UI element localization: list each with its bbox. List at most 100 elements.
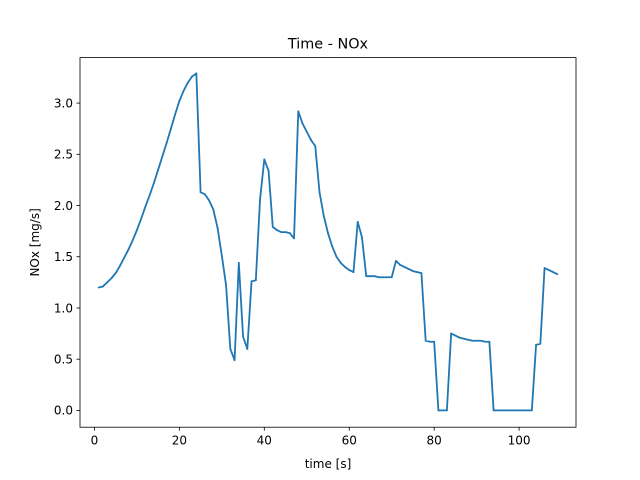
data-point [165,142,168,144]
data-point [208,199,211,202]
data-point [352,271,355,274]
data-point [186,81,189,84]
data-point [119,265,121,267]
data-point [429,340,431,343]
data-point [263,158,266,161]
data-point [127,248,130,251]
data-point [288,232,291,235]
data-point [267,169,270,172]
data-point [195,72,198,75]
data-point [479,339,482,342]
data-point [552,271,554,274]
data-point [475,339,478,342]
data-point [114,272,117,275]
data-point [535,343,537,346]
data-point [182,89,185,92]
data-point [424,339,427,342]
data-point [110,277,113,280]
data-point [437,409,440,412]
data-point [450,332,453,335]
y-tick-label: 0.5 [54,352,73,366]
data-point [297,110,300,113]
data-point [446,409,448,412]
data-point [322,214,325,217]
data-point [390,276,393,279]
data-point [547,269,550,271]
data-point [123,256,126,259]
data-point [216,227,219,229]
data-point [203,193,206,196]
data-point [365,275,368,278]
data-point [131,239,134,242]
data-point [276,229,278,232]
data-point [106,281,109,284]
x-tick-label: 20 [172,434,187,448]
data-point [522,409,525,412]
data-point [505,409,508,412]
data-point [356,221,359,223]
data-point [420,272,423,275]
x-tick-label: 0 [91,434,99,448]
data-point [237,261,240,264]
data-point [250,280,253,283]
data-point [271,226,274,228]
data-point [246,348,249,350]
data-point [178,100,181,102]
y-tick-label: 1.0 [54,301,73,315]
data-point [318,191,321,194]
data-point [136,229,138,232]
data-point [458,336,461,339]
data-point [361,236,363,239]
data-point [433,340,436,343]
data-point [233,359,236,362]
data-point [310,139,312,141]
data-point [301,122,304,125]
x-tick-label: 40 [257,434,272,448]
x-axis-title: time [s] [305,457,352,471]
data-point [327,232,329,235]
data-point [369,275,372,278]
data-point [314,145,317,148]
y-tick-label: 0.0 [54,404,73,418]
data-point [212,208,215,211]
data-point [140,217,143,220]
data-point [407,268,410,270]
data-point [488,340,491,343]
data-point [157,168,160,171]
data-point [242,335,244,338]
data-point [152,182,155,184]
data-point [191,75,194,78]
y-axis-title: NOx [mg/s] [28,208,42,276]
data-point [254,279,257,282]
data-point [339,261,342,264]
data-point [416,271,419,274]
data-point [331,245,334,248]
data-point [280,231,283,234]
data-point [148,194,151,197]
data-point [471,339,474,342]
y-tick-label: 3.0 [54,96,73,110]
data-point [305,130,308,133]
data-point [513,409,516,412]
data-point [102,285,104,288]
data-point [259,198,261,201]
data-point [399,264,402,266]
data-point [225,284,227,287]
data-point [344,266,346,268]
data-point [229,348,232,350]
data-point [492,409,495,412]
data-point [441,409,444,412]
data-point [412,270,414,272]
data-point [403,266,406,268]
y-tick-label: 2.5 [54,148,73,162]
data-point [161,155,164,158]
data-point [348,269,351,271]
data-point [395,259,397,262]
data-point [382,276,385,279]
data-point [530,409,533,412]
data-point [526,409,529,412]
x-tick-label: 60 [342,434,357,448]
y-tick-label: 1.5 [54,250,73,264]
data-point [454,334,457,337]
